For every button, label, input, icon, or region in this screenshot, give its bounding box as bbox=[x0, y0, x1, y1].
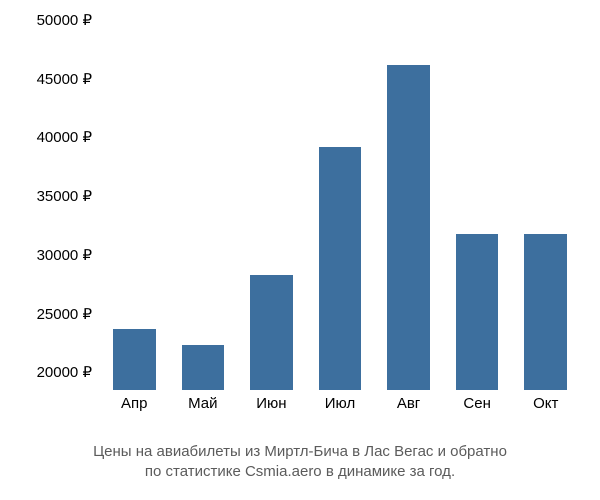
caption-line-1: Цены на авиабилеты из Миртл-Бича в Лас В… bbox=[93, 443, 507, 460]
y-tick-label: 25000 ₽ bbox=[10, 305, 92, 323]
x-tick-label: Сен bbox=[463, 395, 490, 412]
y-tick-label: 40000 ₽ bbox=[10, 128, 92, 146]
bar bbox=[387, 65, 430, 390]
x-tick-label: Авг bbox=[397, 395, 420, 412]
bar bbox=[456, 234, 499, 390]
chart-caption: Цены на авиабилеты из Миртл-Бича в Лас В… bbox=[0, 442, 600, 483]
x-tick-label: Окт bbox=[533, 395, 558, 412]
y-tick-label: 50000 ₽ bbox=[10, 11, 92, 29]
y-tick-label: 45000 ₽ bbox=[10, 70, 92, 88]
y-tick-label: 30000 ₽ bbox=[10, 246, 92, 264]
bar bbox=[113, 329, 156, 390]
plot-area bbox=[100, 20, 580, 390]
caption-line-2: по статистике Csmia.aero в динамике за г… bbox=[145, 463, 455, 480]
bar bbox=[182, 345, 225, 390]
x-tick-label: Июл bbox=[325, 395, 355, 412]
bar bbox=[524, 234, 567, 390]
bar bbox=[319, 147, 362, 390]
x-tick-label: Июн bbox=[256, 395, 286, 412]
y-tick-label: 20000 ₽ bbox=[10, 363, 92, 381]
x-tick-label: Апр bbox=[121, 395, 147, 412]
y-tick-label: 35000 ₽ bbox=[10, 187, 92, 205]
x-tick-label: Май bbox=[188, 395, 217, 412]
bar bbox=[250, 275, 293, 390]
price-chart: 20000 ₽ 25000 ₽ 30000 ₽ 35000 ₽ 40000 ₽ 45000… bbox=[10, 10, 590, 430]
